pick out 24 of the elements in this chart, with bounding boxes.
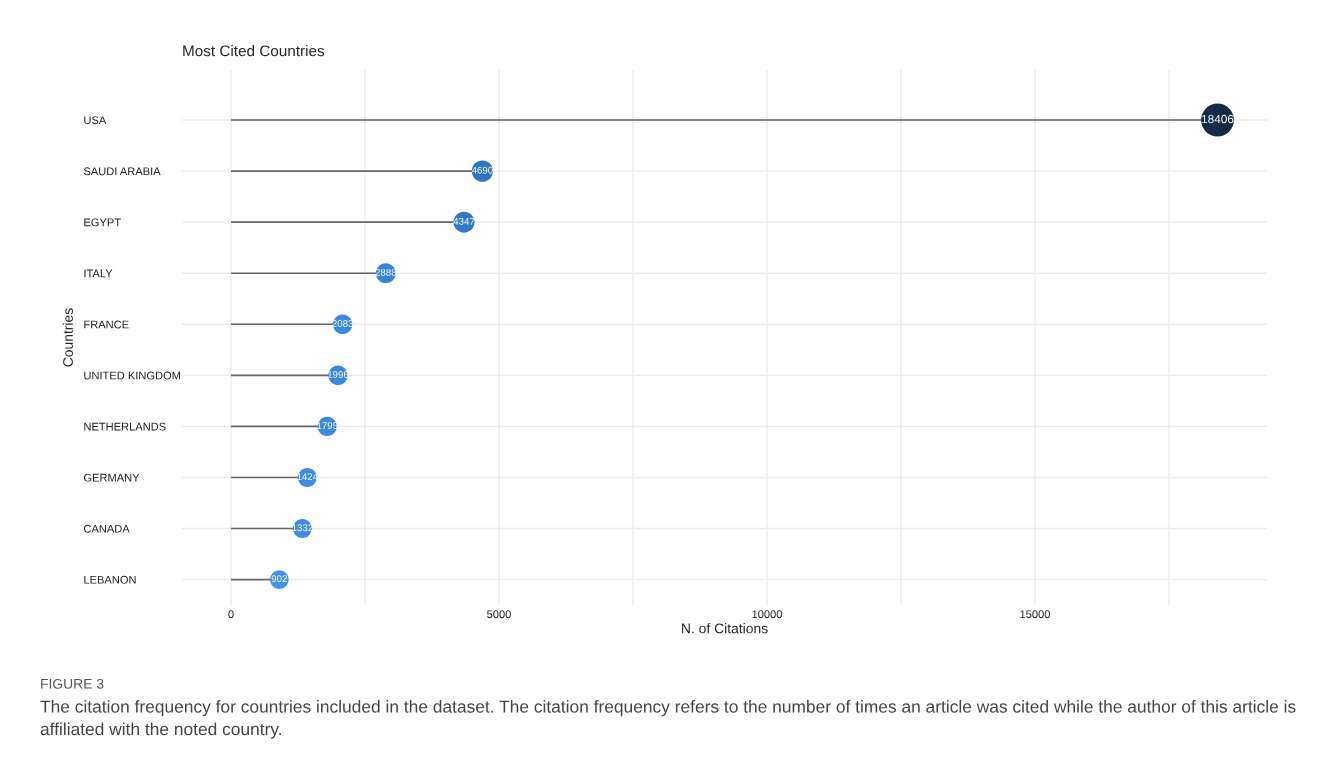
- x-tick-label: 10000: [752, 610, 782, 619]
- y-tick-label: SAUDI ARABIA: [83, 167, 161, 176]
- x-tick-label: 5000: [487, 610, 511, 619]
- y-tick-label: UNITED KINGDOM: [84, 371, 181, 380]
- x-tick-label: 15000: [1020, 610, 1050, 619]
- chart-title: Most Cited Countries: [183, 45, 325, 57]
- x-axis-title: N. of Citations: [682, 623, 768, 634]
- y-tick-label: ITALY: [84, 269, 113, 278]
- text: The citation frequency for countries included in the dataset. The citation frequency refers to the number of times an article was cited while the author of this article is affiliated with the noted country.: [40, 700, 1296, 739]
- data-label: 4347: [453, 217, 475, 225]
- y-tick-label: GERMANY: [83, 473, 140, 482]
- y-tick-label: LEBANON: [84, 575, 136, 584]
- data-label: 18406: [1202, 114, 1234, 124]
- y-tick-label: FRANCE: [84, 320, 129, 329]
- y-tick-label: CANADA: [83, 524, 130, 533]
- data-label: 4690: [471, 166, 493, 174]
- caption: FIGURE 3: [41, 678, 104, 689]
- y-tick-label: NETHERLANDS: [84, 422, 166, 431]
- data-label: 902: [271, 575, 287, 583]
- y-tick-label: USA: [84, 116, 107, 125]
- data-label: 2888: [375, 268, 397, 276]
- y-axis-title: Countries: [62, 308, 73, 367]
- y-tick-label: EGYPT: [84, 218, 121, 227]
- x-tick-label: 0: [228, 610, 234, 619]
